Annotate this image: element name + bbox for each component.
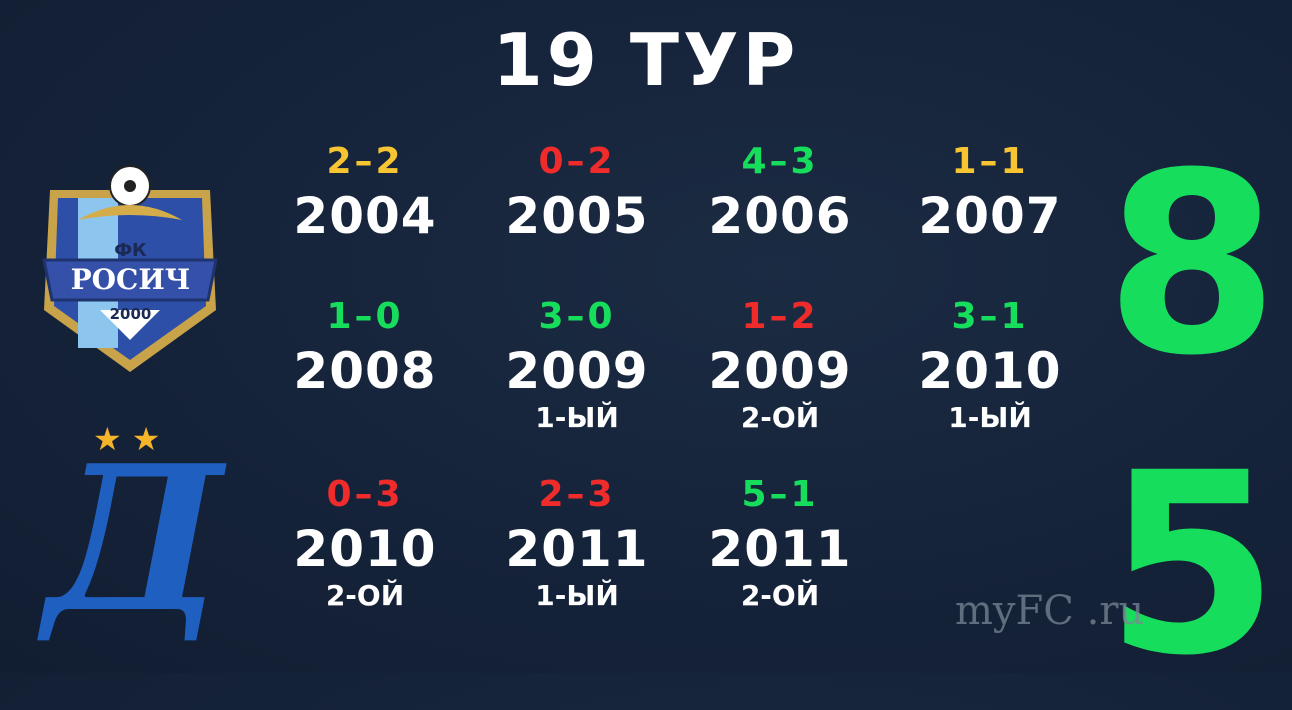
match-note — [265, 401, 465, 435]
match-score: 3–0 — [538, 296, 616, 337]
match-score: 3–1 — [951, 296, 1029, 337]
match-note: 2-ОЙ — [325, 579, 405, 612]
match-year: 2005 — [505, 187, 649, 245]
match-item: 0–3 2010 2-ОЙ — [265, 473, 465, 613]
match-item: 3–0 2009 1-ЫЙ — [477, 295, 677, 435]
watermark: myFC .ru — [955, 588, 1145, 634]
match-note: 1-ЫЙ — [535, 579, 619, 612]
match-note — [265, 246, 465, 280]
match-item: 1–0 2008 — [265, 295, 465, 435]
match-item: 0–2 2005 — [477, 140, 677, 280]
match-note: 1-ЫЙ — [948, 401, 1032, 434]
match-score: 0–3 — [326, 474, 404, 515]
home-wins-total: 8 — [1105, 119, 1279, 410]
match-note: 2-ОЙ — [740, 401, 820, 434]
match-year: 2009 — [505, 342, 649, 400]
match-year: 2007 — [918, 187, 1062, 245]
match-score: 5–1 — [741, 474, 819, 515]
match-note — [477, 246, 677, 280]
match-score: 1–1 — [951, 141, 1029, 182]
match-score: 0–2 — [538, 141, 616, 182]
match-item: 5–1 2011 2-ОЙ — [680, 473, 880, 613]
match-item: 4–3 2006 — [680, 140, 880, 280]
away-wins-total: 5 — [1105, 419, 1279, 710]
match-year: 2006 — [708, 187, 852, 245]
match-item: 1–2 2009 2-ОЙ — [680, 295, 880, 435]
match-note: 1-ЫЙ — [535, 401, 619, 434]
rosich-logo: ФК РОСИЧ 2000 — [38, 160, 223, 375]
match-year: 2011 — [505, 520, 649, 578]
logo-year: 2000 — [109, 305, 152, 323]
match-note: 2-ОЙ — [740, 579, 820, 612]
dynamo-logo: Д — [45, 422, 223, 657]
match-score: 1–0 — [326, 296, 404, 337]
match-year: 2010 — [918, 342, 1062, 400]
page-title: 19 ТУР — [492, 18, 800, 102]
match-year: 2010 — [293, 520, 437, 578]
match-year: 2004 — [293, 187, 437, 245]
match-item: 3–1 2010 1-ЫЙ — [890, 295, 1090, 435]
match-item: 1–1 2007 — [890, 140, 1090, 280]
match-item: 2–3 2011 1-ЫЙ — [477, 473, 677, 613]
match-score: 2–3 — [538, 474, 616, 515]
logo-club-name: РОСИЧ — [70, 263, 191, 296]
stars-icon: ★★ — [93, 420, 171, 458]
match-item: 2–2 2004 — [265, 140, 465, 280]
match-score: 2–2 — [326, 141, 404, 182]
match-note — [890, 246, 1090, 280]
match-note — [680, 246, 880, 280]
match-year: 2011 — [708, 520, 852, 578]
match-year: 2009 — [708, 342, 852, 400]
logo-text-top: ФК — [114, 240, 147, 261]
match-score: 1–2 — [741, 296, 819, 337]
match-year: 2008 — [293, 342, 437, 400]
match-score: 4–3 — [741, 141, 819, 182]
